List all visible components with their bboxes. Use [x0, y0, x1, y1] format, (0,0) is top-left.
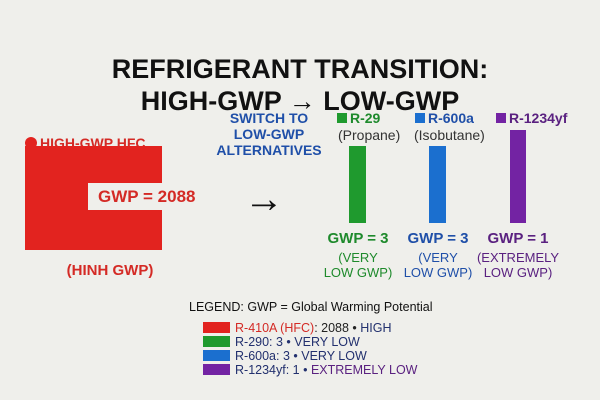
r600a-bar — [429, 146, 446, 223]
alt-2-name: R-600a — [415, 110, 474, 126]
alt-2-note: (VERY LOW GWP) — [403, 250, 473, 280]
purple-square-icon — [496, 113, 506, 123]
r1234yf-bar — [510, 130, 526, 223]
legend-item-r290: R-290: 3 • VERY LOW — [203, 336, 360, 349]
legend-item-r410a: R-410A (HFC): 2088 • HIGH — [203, 322, 392, 335]
alt-1-subname: (Propane) — [338, 127, 401, 143]
legend-title: LEGEND: GWP = Global Warming Potential — [189, 300, 433, 314]
alt-3-name: R-1234yf — [496, 110, 567, 126]
alt-1-note: (VERY LOW GWP) — [323, 250, 393, 280]
title-line-1: REFRIGERANT TRANSITION: — [111, 54, 489, 84]
alt-2-gwp: GWP = 3 — [407, 230, 469, 247]
r290-bar — [349, 146, 366, 223]
green-square-icon — [337, 113, 347, 123]
legend-item-r1234yf: R-1234yf: 1 • EXTREMELY LOW — [203, 364, 417, 377]
legend-swatch-red — [203, 322, 230, 333]
alt-1-name: R-29 — [337, 110, 380, 126]
legend-swatch-green — [203, 336, 230, 347]
switch-label-line-1: SWITCH TO — [229, 110, 309, 126]
switch-label: SWITCH TO LOW-GWP ALTERNATIVES — [214, 110, 324, 158]
legend-swatch-blue — [203, 350, 230, 361]
switch-label-line-3: ALTERNATIVES — [216, 142, 322, 158]
right-arrow-icon: → — [244, 177, 284, 221]
legend-item-r600a: R-600a: 3 • VERY LOW — [203, 350, 367, 363]
alt-3-gwp: GWP = 1 — [487, 230, 549, 247]
title-line-2: HIGH-GWP → LOW-GWP — [140, 86, 460, 116]
blue-square-icon — [415, 113, 425, 123]
alt-3-note: (EXTREMELY LOW GWP) — [476, 250, 560, 280]
legend-swatch-purple — [203, 364, 230, 375]
alt-1-gwp: GWP = 3 — [327, 230, 389, 247]
alt-2-subname: (Isobutane) — [414, 127, 485, 143]
r410a-gwp-label: GWP = 2088 — [88, 183, 208, 210]
r410a-note: (HINH GWP) — [66, 262, 154, 279]
switch-label-line-2: LOW-GWP — [233, 126, 305, 142]
